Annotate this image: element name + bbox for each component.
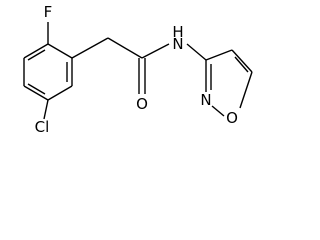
atom-label: H <box>172 23 183 41</box>
page: {"atoms": ["F", "O", "H", "N", "N", "O",… <box>23 3 253 136</box>
atom-label: N <box>172 35 183 53</box>
atom-label: Cl <box>35 118 50 136</box>
atom-label: O <box>226 109 238 127</box>
atom-label: O <box>136 95 148 113</box>
bonds <box>23 22 253 120</box>
molecule-diagram: F O H N N O Cl <box>23 3 253 136</box>
atom-label: N <box>200 91 211 109</box>
atom-label: F <box>44 3 53 21</box>
